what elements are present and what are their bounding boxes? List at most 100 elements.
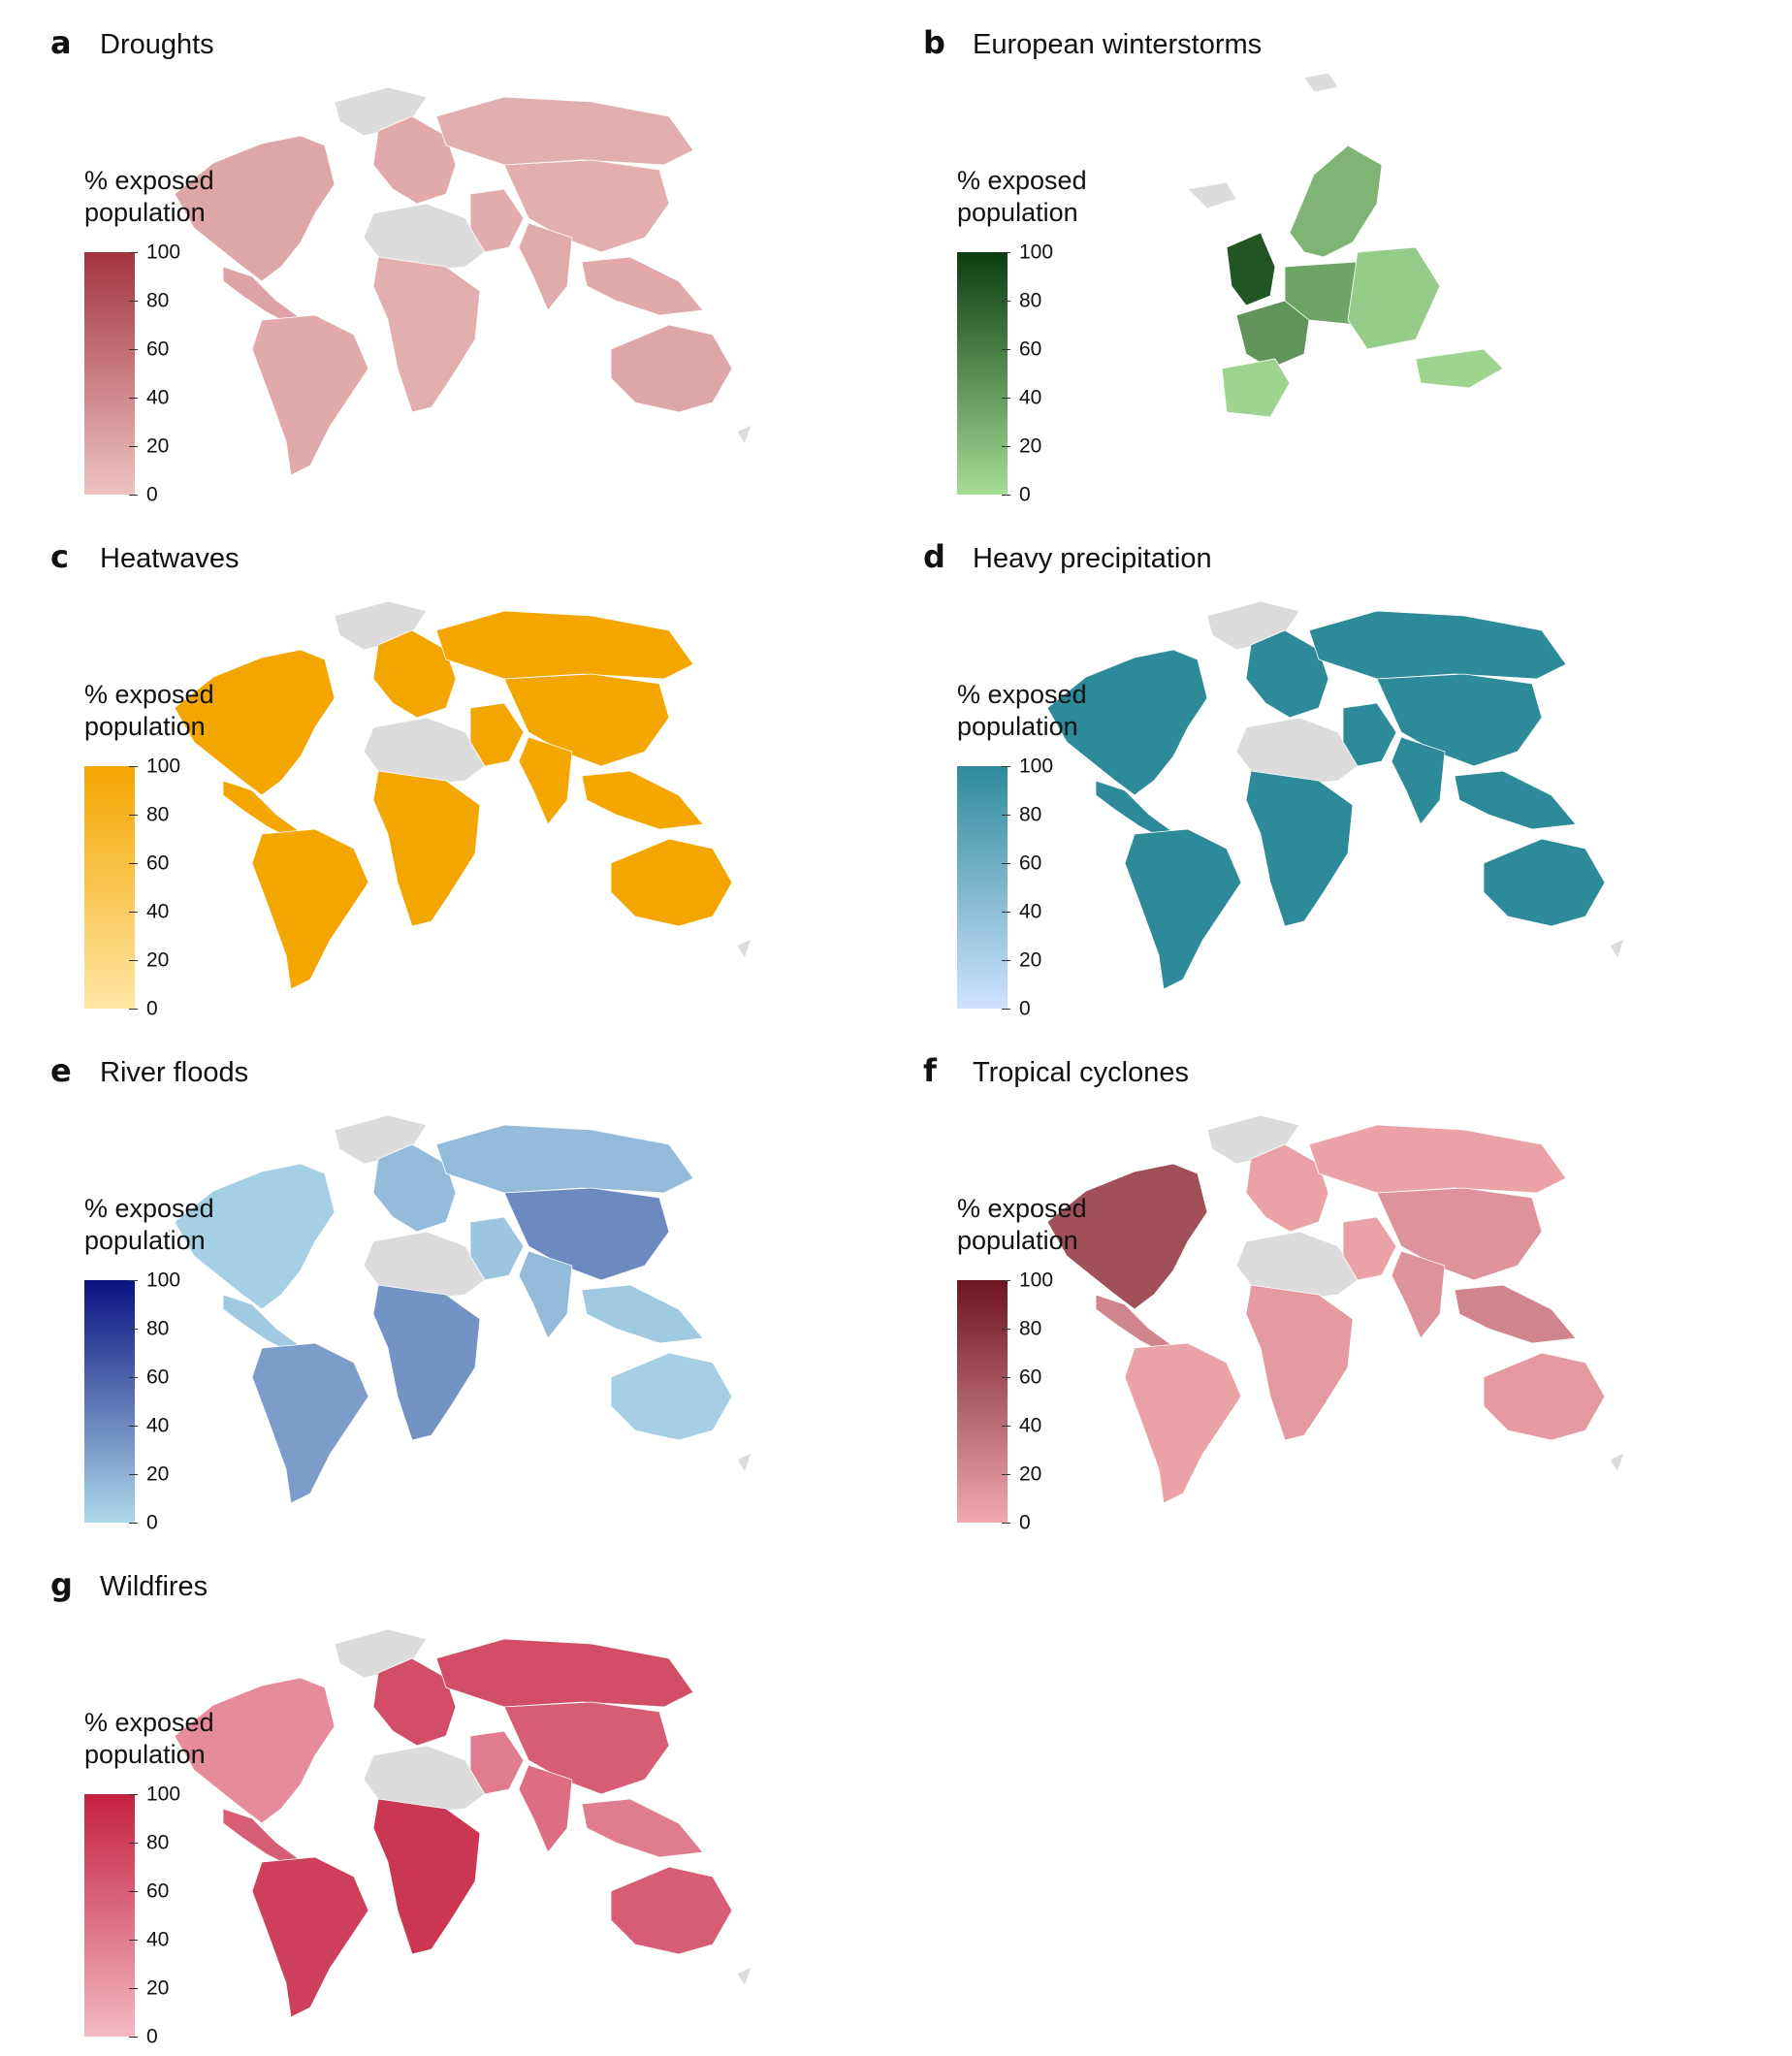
region-asia [503, 1187, 670, 1281]
colorbar-tick [129, 1988, 138, 1989]
region-south-america [251, 314, 369, 476]
colorbar-tick [1002, 960, 1010, 961]
colorbar-tick [1002, 1523, 1010, 1524]
world-map [174, 1628, 752, 2018]
colorbar-tick [129, 1009, 138, 1010]
region-europe [372, 629, 457, 719]
colorbar-tick-label: 100 [1019, 755, 1054, 778]
region-australia [610, 1866, 733, 1955]
region-north-america [174, 1163, 336, 1310]
colorbar-tick-label: 0 [1019, 997, 1031, 1020]
colorbar-tick-label: 100 [146, 755, 181, 778]
colorbar-tick-label: 80 [1019, 1317, 1042, 1340]
region-iceland [1187, 181, 1237, 209]
legend-title: % exposed population [84, 166, 214, 227]
colorbar-tick [1002, 301, 1010, 302]
region-north-america [174, 649, 336, 796]
colorbar-tick-label: 40 [146, 1928, 170, 1951]
colorbar-tick [129, 1377, 138, 1378]
region-south-america [251, 1856, 369, 2018]
colorbar-tick-label: 0 [1019, 1511, 1031, 1534]
colorbar [84, 252, 135, 495]
region-north-africa [363, 203, 486, 273]
colorbar-tick [129, 252, 138, 253]
colorbar-tick [1002, 863, 1010, 864]
colorbar-tick-label: 0 [146, 1511, 158, 1534]
panel-heatwaves: c Heatwaves % exposed population 100 80 60 4… [0, 514, 873, 1028]
colorbar-tick-label: 0 [146, 997, 158, 1020]
world-map [174, 1114, 752, 1504]
colorbar-tick [129, 2037, 138, 2038]
colorbar-tick-label: 60 [146, 851, 170, 875]
colorbar [957, 1280, 1008, 1523]
region-new-zealand [1609, 1452, 1625, 1473]
colorbar-tick-label: 80 [1019, 289, 1042, 312]
panel-letter: a [50, 24, 72, 61]
colorbar-tick [129, 766, 138, 767]
panel-title: Tropical cyclones [973, 1057, 1189, 1088]
region-new-zealand [736, 938, 752, 959]
region-new-zealand [1609, 938, 1625, 959]
region-russia [435, 610, 694, 680]
colorbar-tick-label: 0 [1019, 483, 1031, 506]
legend-title: % exposed population [957, 1194, 1087, 1255]
colorbar-tick [129, 1523, 138, 1524]
colorbar-tick [129, 1891, 138, 1892]
colorbar-tick [129, 1843, 138, 1844]
region-turkey [1415, 348, 1504, 389]
region-australia [610, 838, 733, 927]
region-north-africa [1235, 1231, 1359, 1301]
region-south-america [1124, 1342, 1242, 1504]
region-australia [610, 324, 733, 413]
region-north-america [1046, 649, 1208, 796]
region-south-america [1124, 828, 1242, 990]
panel-heavy-precipitation: d Heavy precipitation % exposed populatio… [873, 514, 1745, 1028]
region-africa [372, 1798, 481, 1955]
region-russia [1308, 1124, 1567, 1194]
colorbar-tick [129, 1329, 138, 1330]
panel-title: Wildfires [100, 1571, 208, 1602]
region-russia [435, 1638, 694, 1708]
legend-title: % exposed population [84, 1194, 214, 1255]
panel-letter: g [50, 1566, 73, 1603]
region-south-america [251, 828, 369, 990]
colorbar-tick-label: 80 [146, 289, 170, 312]
region-southeast-asia [581, 256, 704, 316]
colorbar-tick [129, 349, 138, 350]
region-middle-east [469, 1216, 525, 1281]
region-russia [435, 1124, 694, 1194]
region-middle-east [1342, 1216, 1397, 1281]
panel-letter: f [923, 1052, 937, 1089]
legend-title: % exposed population [957, 680, 1087, 741]
colorbar-tick-label: 40 [1019, 1414, 1042, 1437]
colorbar-tick [129, 446, 138, 447]
region-africa [372, 1284, 481, 1441]
panel-title: Heavy precipitation [973, 543, 1212, 574]
colorbar-tick-label: 100 [1019, 1269, 1054, 1292]
region-uk [1226, 232, 1276, 306]
colorbar-tick-label: 60 [146, 1879, 170, 1903]
colorbar-tick [129, 398, 138, 399]
region-middle-east [469, 702, 525, 767]
colorbar [84, 1794, 135, 2037]
region-north-africa [1235, 717, 1359, 787]
colorbar-tick-label: 80 [146, 803, 170, 826]
colorbar-tick [1002, 398, 1010, 399]
colorbar-tick-label: 80 [146, 1831, 170, 1854]
panel-title: Heatwaves [100, 543, 240, 574]
region-southeast-asia [581, 1798, 704, 1858]
legend-title: % exposed population [957, 166, 1087, 227]
colorbar-tick-label: 60 [1019, 851, 1042, 875]
region-india [1391, 736, 1446, 825]
region-europe [1245, 1143, 1329, 1233]
colorbar-tick [129, 301, 138, 302]
panel-title: Droughts [100, 29, 214, 60]
region-south-america [251, 1342, 369, 1504]
region-russia [435, 96, 694, 166]
world-map [174, 600, 752, 990]
colorbar-tick [1002, 766, 1010, 767]
world-map [1046, 600, 1625, 990]
colorbar-tick [129, 1794, 138, 1795]
colorbar-tick [1002, 446, 1010, 447]
colorbar-tick [1002, 1329, 1010, 1330]
